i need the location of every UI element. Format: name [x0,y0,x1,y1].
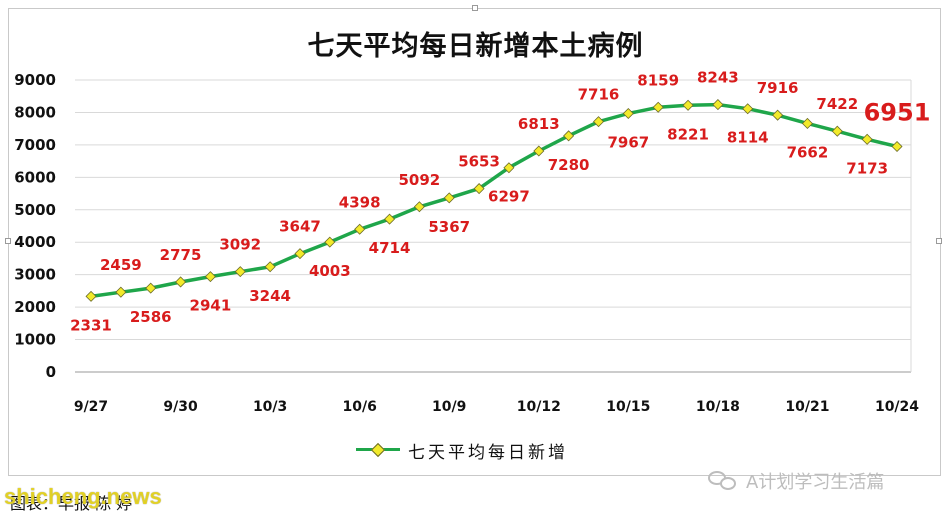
legend-label: 七天平均每日新增 [408,442,568,463]
y-tick-label: 2000 [14,298,56,316]
data-point [861,133,873,145]
x-tick-label: 9/27 [74,399,108,415]
data-point [324,236,336,248]
data-labels: 2331 2459 2586 2775 2941 3092 3244 3647 4003 4398… [70,69,930,335]
data-point [294,248,306,260]
data-point [831,125,843,137]
y-tick-label: 7000 [14,136,56,154]
resize-handle-left[interactable] [5,238,11,244]
resize-handle-top[interactable] [472,5,478,11]
data-label: 6297 [488,188,530,206]
y-tick-label: 5000 [14,201,56,219]
data-point [85,290,97,302]
data-label: 3244 [249,287,291,305]
y-tick-label: 4000 [14,233,56,251]
data-point [473,183,485,195]
wechat-icon [708,469,740,493]
data-point [354,223,366,235]
data-point [204,271,216,283]
data-label: 6813 [518,115,560,133]
data-label: 5653 [458,153,500,171]
y-tick-label: 1000 [14,331,56,349]
data-point [443,192,455,204]
y-tick-label: 8000 [14,103,56,121]
data-label: 5092 [398,171,440,189]
resize-handle-right[interactable] [936,238,942,244]
series-line [90,102,898,299]
data-point [264,261,276,273]
data-label: 5367 [428,218,470,236]
x-tick-label: 10/9 [432,399,466,415]
data-label: 7280 [548,156,590,174]
data-label: 8221 [667,125,709,143]
x-axis: 9/27 9/30 10/3 10/6 10/9 10/12 10/15 10/18 10/21… [74,399,919,415]
y-axis: 0 1000 2000 3000 4000 5000 6000 7000 8000 9000 [14,71,56,381]
data-label: 3647 [279,218,321,236]
data-point [145,282,157,294]
x-tick-label: 10/18 [696,399,740,415]
y-tick-label: 9000 [14,71,56,89]
data-label: 7916 [757,79,799,97]
data-point [115,286,127,298]
data-point [175,276,187,288]
data-point [742,103,754,115]
source-credit: 图表：早报 陈 婷 [10,494,133,513]
data-point [503,162,515,174]
data-point [891,140,903,153]
x-tick-label: 10/6 [342,399,376,415]
data-label: 6951 [864,98,931,126]
data-label: 2459 [100,256,142,274]
legend: 七天平均每日新增 [356,438,568,463]
legend-swatch-icon [356,440,400,460]
site-watermark: shicheng.news [4,484,162,509]
data-point [652,101,664,113]
data-label: 7422 [816,95,858,113]
data-label: 2775 [160,246,202,264]
data-point [533,145,545,157]
data-point [801,117,813,129]
data-label: 7662 [787,143,829,161]
data-point [234,266,246,278]
data-point [384,213,396,225]
data-label: 2941 [190,297,232,315]
data-label: 4003 [309,262,351,280]
chart-title: 七天平均每日新增本土病例 [307,31,644,62]
x-tick-label: 10/15 [606,399,650,415]
data-point [413,201,425,213]
data-label: 4714 [369,239,411,257]
x-tick-label: 10/12 [517,399,561,415]
data-point [563,130,575,142]
data-point [622,108,634,120]
data-label: 8243 [697,69,739,87]
y-tick-label: 3000 [14,266,56,284]
wechat-watermark: A计划学习生活篇 [708,468,884,494]
data-label: 2586 [130,308,172,326]
data-point [712,99,724,111]
data-label: 8114 [727,129,769,147]
wechat-account-name: A计划学习生活篇 [746,472,885,493]
data-label: 2331 [70,316,112,334]
data-label: 4398 [339,193,381,211]
data-label: 7173 [846,159,888,177]
y-tick-label: 6000 [14,168,56,186]
x-tick-label: 10/3 [253,399,287,415]
series-markers [85,99,903,302]
y-tick-label: 0 [46,363,56,381]
data-label: 7716 [578,86,620,104]
data-point [772,109,784,121]
data-point [682,99,694,111]
data-label: 3092 [219,236,261,254]
gridlines [75,79,912,373]
data-label: 7967 [607,134,649,152]
x-tick-label: 9/30 [163,399,198,415]
x-tick-label: 10/21 [785,399,829,415]
data-label: 8159 [637,71,679,89]
data-point [593,116,605,128]
x-tick-label: 10/24 [875,399,919,415]
